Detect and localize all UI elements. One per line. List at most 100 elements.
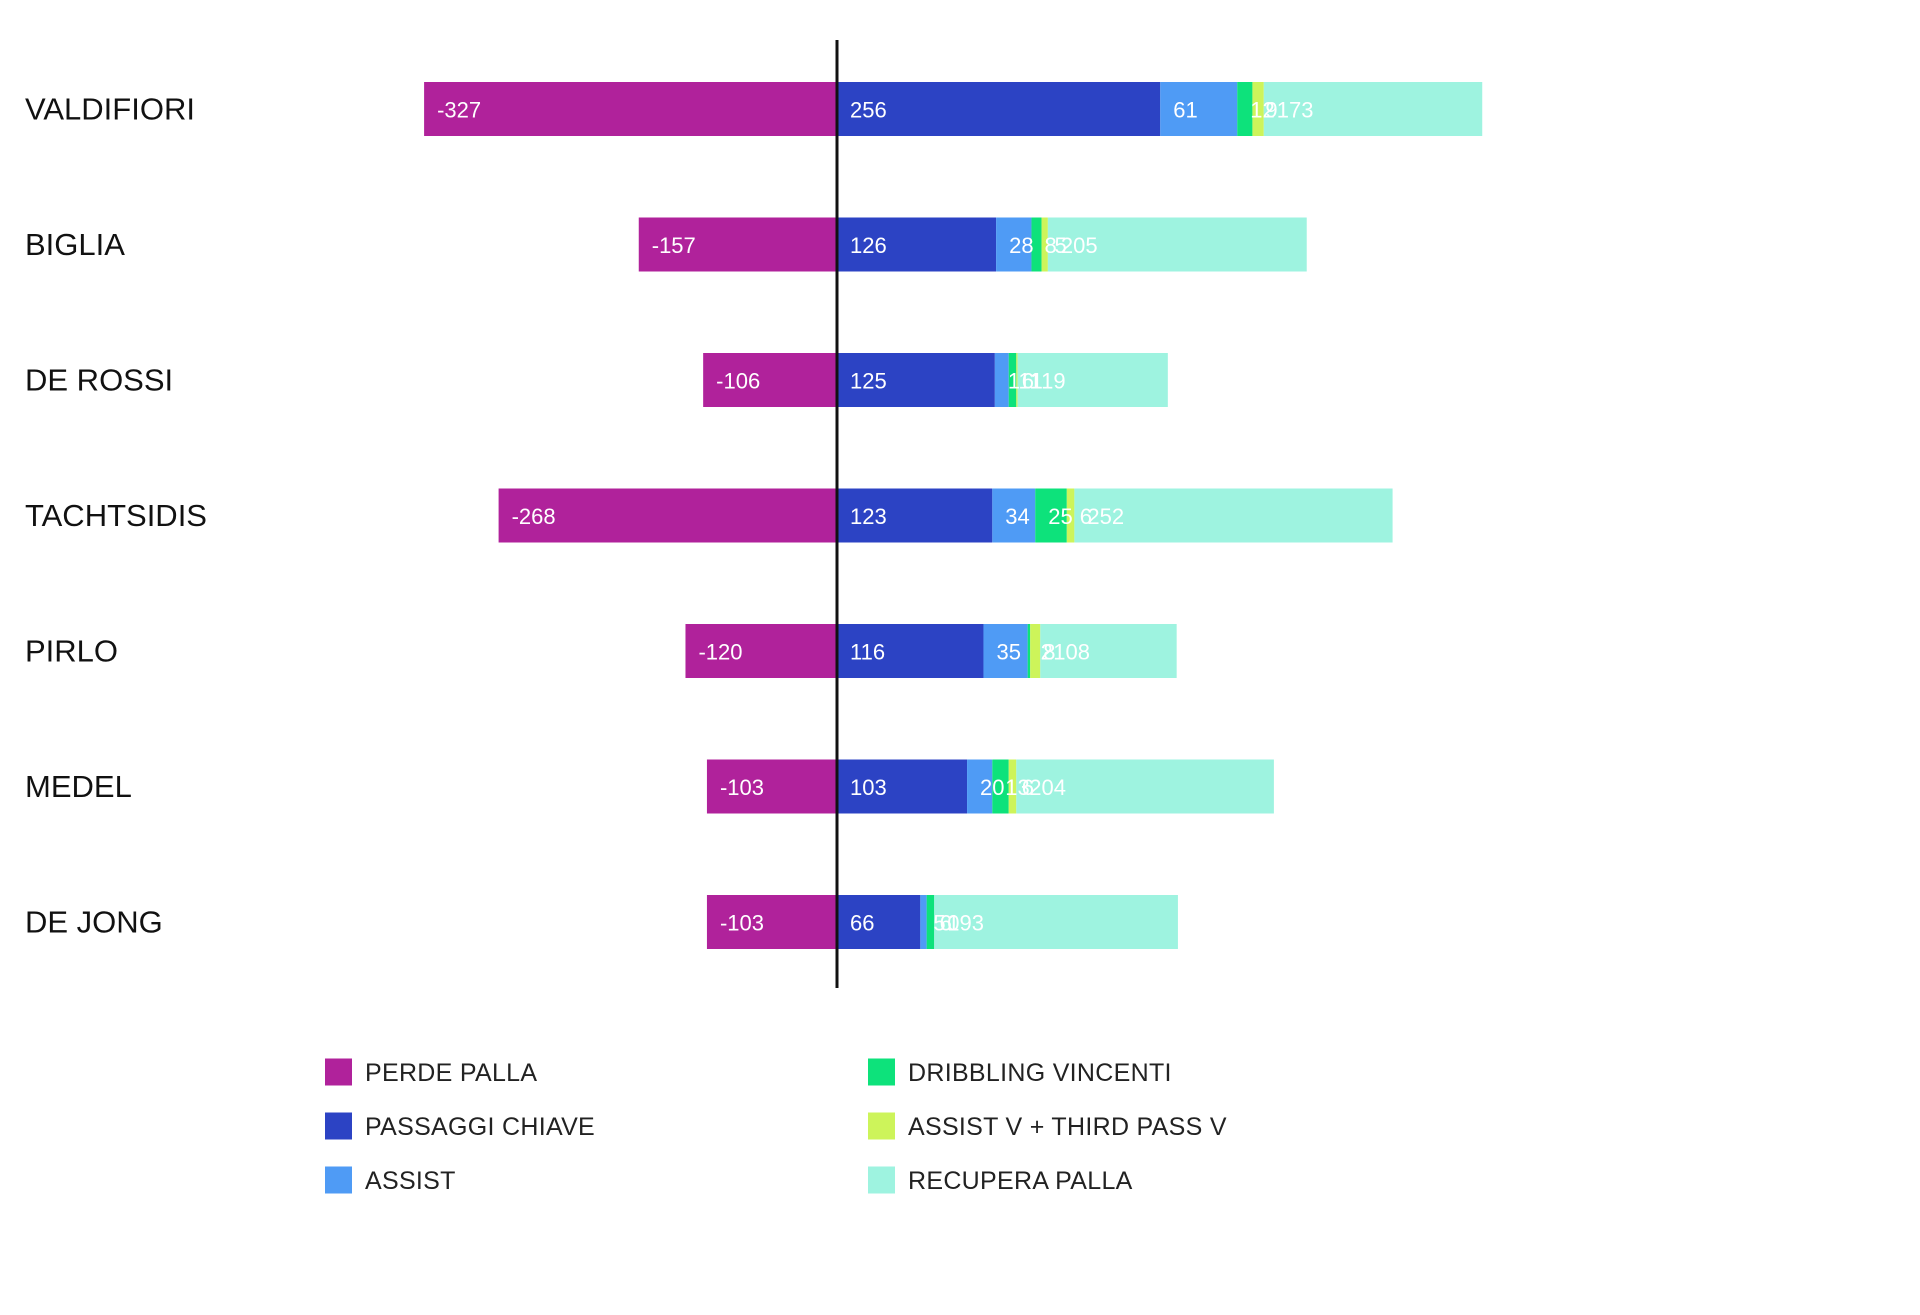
bar-valdifiori-perde-palla <box>424 82 837 136</box>
bar-tachtsidis-perde-palla <box>498 488 837 543</box>
bar-valdifiori-recupera-palla <box>1263 82 1483 136</box>
bar-medel-perde-palla <box>706 759 837 814</box>
bar-label-de-rossi-recupera-palla: 119 <box>1031 369 1066 394</box>
bar-label-de-jong-dribbling-vincenti: 6 <box>940 911 952 936</box>
bar-label-pirlo-recupera-palla: 108 <box>1053 640 1090 665</box>
bar-label-de-jong-perde-palla: -103 <box>720 911 764 936</box>
bar-label-pirlo-assist-v-third-pass-v: 8 <box>1043 640 1055 665</box>
bar-pirlo-passaggi-chiave <box>837 624 984 678</box>
bar-de-jong-recupera-palla <box>934 895 1178 949</box>
legend-swatch-recupera-palla <box>868 1166 895 1194</box>
bar-label-valdifiori-perde-palla: -327 <box>437 98 481 123</box>
bar-pirlo-assist-v-third-pass-v <box>1030 624 1041 678</box>
bars-layer <box>424 82 1483 949</box>
bar-label-valdifiori-recupera-palla: 173 <box>1277 98 1314 123</box>
bar-label-biglia-recupera-palla: 205 <box>1061 233 1098 258</box>
player-label-tachtsidis: TACHTSIDIS <box>25 498 207 533</box>
bar-label-biglia-assist: 28 <box>1009 233 1033 258</box>
legend-label-dribbling-vincenti: DRIBBLING VINCENTI <box>908 1059 1172 1087</box>
legend-label-assist-v-third-pass-v: ASSIST V + THIRD PASS V <box>908 1113 1227 1141</box>
legend-label-assist: ASSIST <box>365 1167 456 1195</box>
bar-valdifiori-passaggi-chiave <box>837 82 1161 136</box>
bar-tachtsidis-passaggi-chiave <box>837 488 993 543</box>
player-labels-layer: VALDIFIORI BIGLIA DE ROSSI TACHTSIDIS PIRLO M… <box>25 92 207 940</box>
bar-label-biglia-assist-v-third-pass-v: 5 <box>1055 233 1067 258</box>
bar-pirlo-recupera-palla <box>1040 624 1177 678</box>
bar-biglia-passaggi-chiave <box>837 217 997 272</box>
bar-label-de-rossi-passaggi-chiave: 125 <box>850 369 887 394</box>
legend-swatch-assist-v-third-pass-v <box>868 1112 895 1140</box>
bar-tachtsidis-dribbling-vincenti <box>1035 488 1067 543</box>
legend-label-passaggi-chiave: PASSAGGI CHIAVE <box>365 1113 595 1141</box>
bar-label-medel-assist: 20 <box>980 775 1004 800</box>
bar-label-tachtsidis-perde-palla: -268 <box>512 504 556 529</box>
legend-label-perde-palla: PERDE PALLA <box>365 1059 537 1087</box>
bar-label-tachtsidis-assist: 34 <box>1005 504 1029 529</box>
player-label-valdifiori: VALDIFIORI <box>25 92 195 127</box>
bar-label-biglia-passaggi-chiave: 126 <box>850 233 887 258</box>
bar-valdifiori-dribbling-vincenti <box>1237 82 1253 136</box>
bar-label-tachtsidis-recupera-palla: 252 <box>1087 504 1124 529</box>
bar-label-de-rossi-dribbling-vincenti: 6 <box>1022 369 1034 394</box>
player-label-biglia: BIGLIA <box>25 227 125 262</box>
bar-label-valdifiori-passaggi-chiave: 256 <box>850 98 887 123</box>
bar-pirlo-assist <box>983 624 1028 678</box>
bar-label-de-rossi-assist: 11 <box>1008 369 1031 394</box>
bar-label-biglia-perde-palla: -157 <box>652 233 696 258</box>
player-label-pirlo: PIRLO <box>25 634 118 669</box>
bar-label-pirlo-assist: 35 <box>996 640 1020 665</box>
bar-tachtsidis-assist <box>992 488 1036 543</box>
bar-label-pirlo-dribbling-vincenti: 2 <box>1041 640 1053 665</box>
bar-label-pirlo-perde-palla: -120 <box>698 640 742 665</box>
bar-label-tachtsidis-dribbling-vincenti: 25 <box>1048 504 1072 529</box>
bar-de-rossi-assist-v-third-pass-v <box>1016 353 1018 407</box>
bar-pirlo-dribbling-vincenti <box>1027 624 1031 678</box>
bar-pirlo-perde-palla <box>685 624 837 678</box>
bar-medel-dribbling-vincenti <box>992 759 1009 814</box>
bar-label-medel-perde-palla: -103 <box>720 775 764 800</box>
bar-label-biglia-dribbling-vincenti: 8 <box>1044 233 1056 258</box>
bar-label-valdifiori-dribbling-vincenti: 12 <box>1250 98 1274 123</box>
bar-label-de-jong-recupera-palla: 193 <box>947 911 984 936</box>
legend: PERDE PALLA PASSAGGI CHIAVE ASSIST DRIBBLIN… <box>325 1058 1227 1195</box>
bar-label-medel-dribbling-vincenti: 13 <box>1005 775 1029 800</box>
bar-label-medel-recupera-palla: 204 <box>1029 775 1066 800</box>
bar-label-valdifiori-assist-v-third-pass-v: 9 <box>1265 98 1277 123</box>
bar-de-rossi-recupera-palla <box>1017 353 1168 407</box>
bar-tachtsidis-assist-v-third-pass-v <box>1066 488 1075 543</box>
player-label-de-jong: DE JONG <box>25 905 163 940</box>
legend-swatch-perde-palla <box>325 1058 352 1086</box>
bar-label-de-jong-assist-v-third-pass-v: 0 <box>947 911 959 936</box>
bar-de-rossi-dribbling-vincenti <box>1008 353 1017 407</box>
legend-swatch-dribbling-vincenti <box>868 1058 895 1086</box>
bar-label-de-jong-assist: 5 <box>933 911 945 936</box>
bar-medel-passaggi-chiave <box>837 759 968 814</box>
bar-label-tachtsidis-assist-v-third-pass-v: 6 <box>1080 504 1092 529</box>
bar-valdifiori-assist-v-third-pass-v <box>1252 82 1264 136</box>
bar-medel-recupera-palla <box>1016 759 1274 814</box>
player-label-medel: MEDEL <box>25 769 132 804</box>
bar-label-pirlo-passaggi-chiave: 116 <box>850 640 885 665</box>
bar-biglia-dribbling-vincenti <box>1031 217 1042 272</box>
bar-de-jong-perde-palla <box>706 895 837 949</box>
bar-de-jong-passaggi-chiave <box>837 895 921 949</box>
bar-medel-assist <box>967 759 993 814</box>
bar-tachtsidis-recupera-palla <box>1074 488 1393 543</box>
bar-de-jong-dribbling-vincenti <box>926 895 935 949</box>
bar-label-de-rossi-assist-v-third-pass-v: 1 <box>1029 369 1041 394</box>
bar-label-valdifiori-assist: 61 <box>1173 98 1197 123</box>
bar-label-tachtsidis-passaggi-chiave: 123 <box>850 504 887 529</box>
bar-de-rossi-perde-palla <box>703 353 837 407</box>
bar-biglia-perde-palla <box>638 217 837 272</box>
bar-biglia-assist <box>996 217 1032 272</box>
bar-de-rossi-assist <box>994 353 1009 407</box>
bar-label-de-jong-passaggi-chiave: 66 <box>850 911 874 936</box>
legend-swatch-assist <box>325 1166 352 1194</box>
bar-label-medel-assist-v-third-pass-v: 6 <box>1022 775 1034 800</box>
bar-label-de-rossi-perde-palla: -106 <box>716 369 760 394</box>
legend-swatch-passaggi-chiave <box>325 1112 352 1140</box>
bar-valdifiori-assist <box>1160 82 1238 136</box>
